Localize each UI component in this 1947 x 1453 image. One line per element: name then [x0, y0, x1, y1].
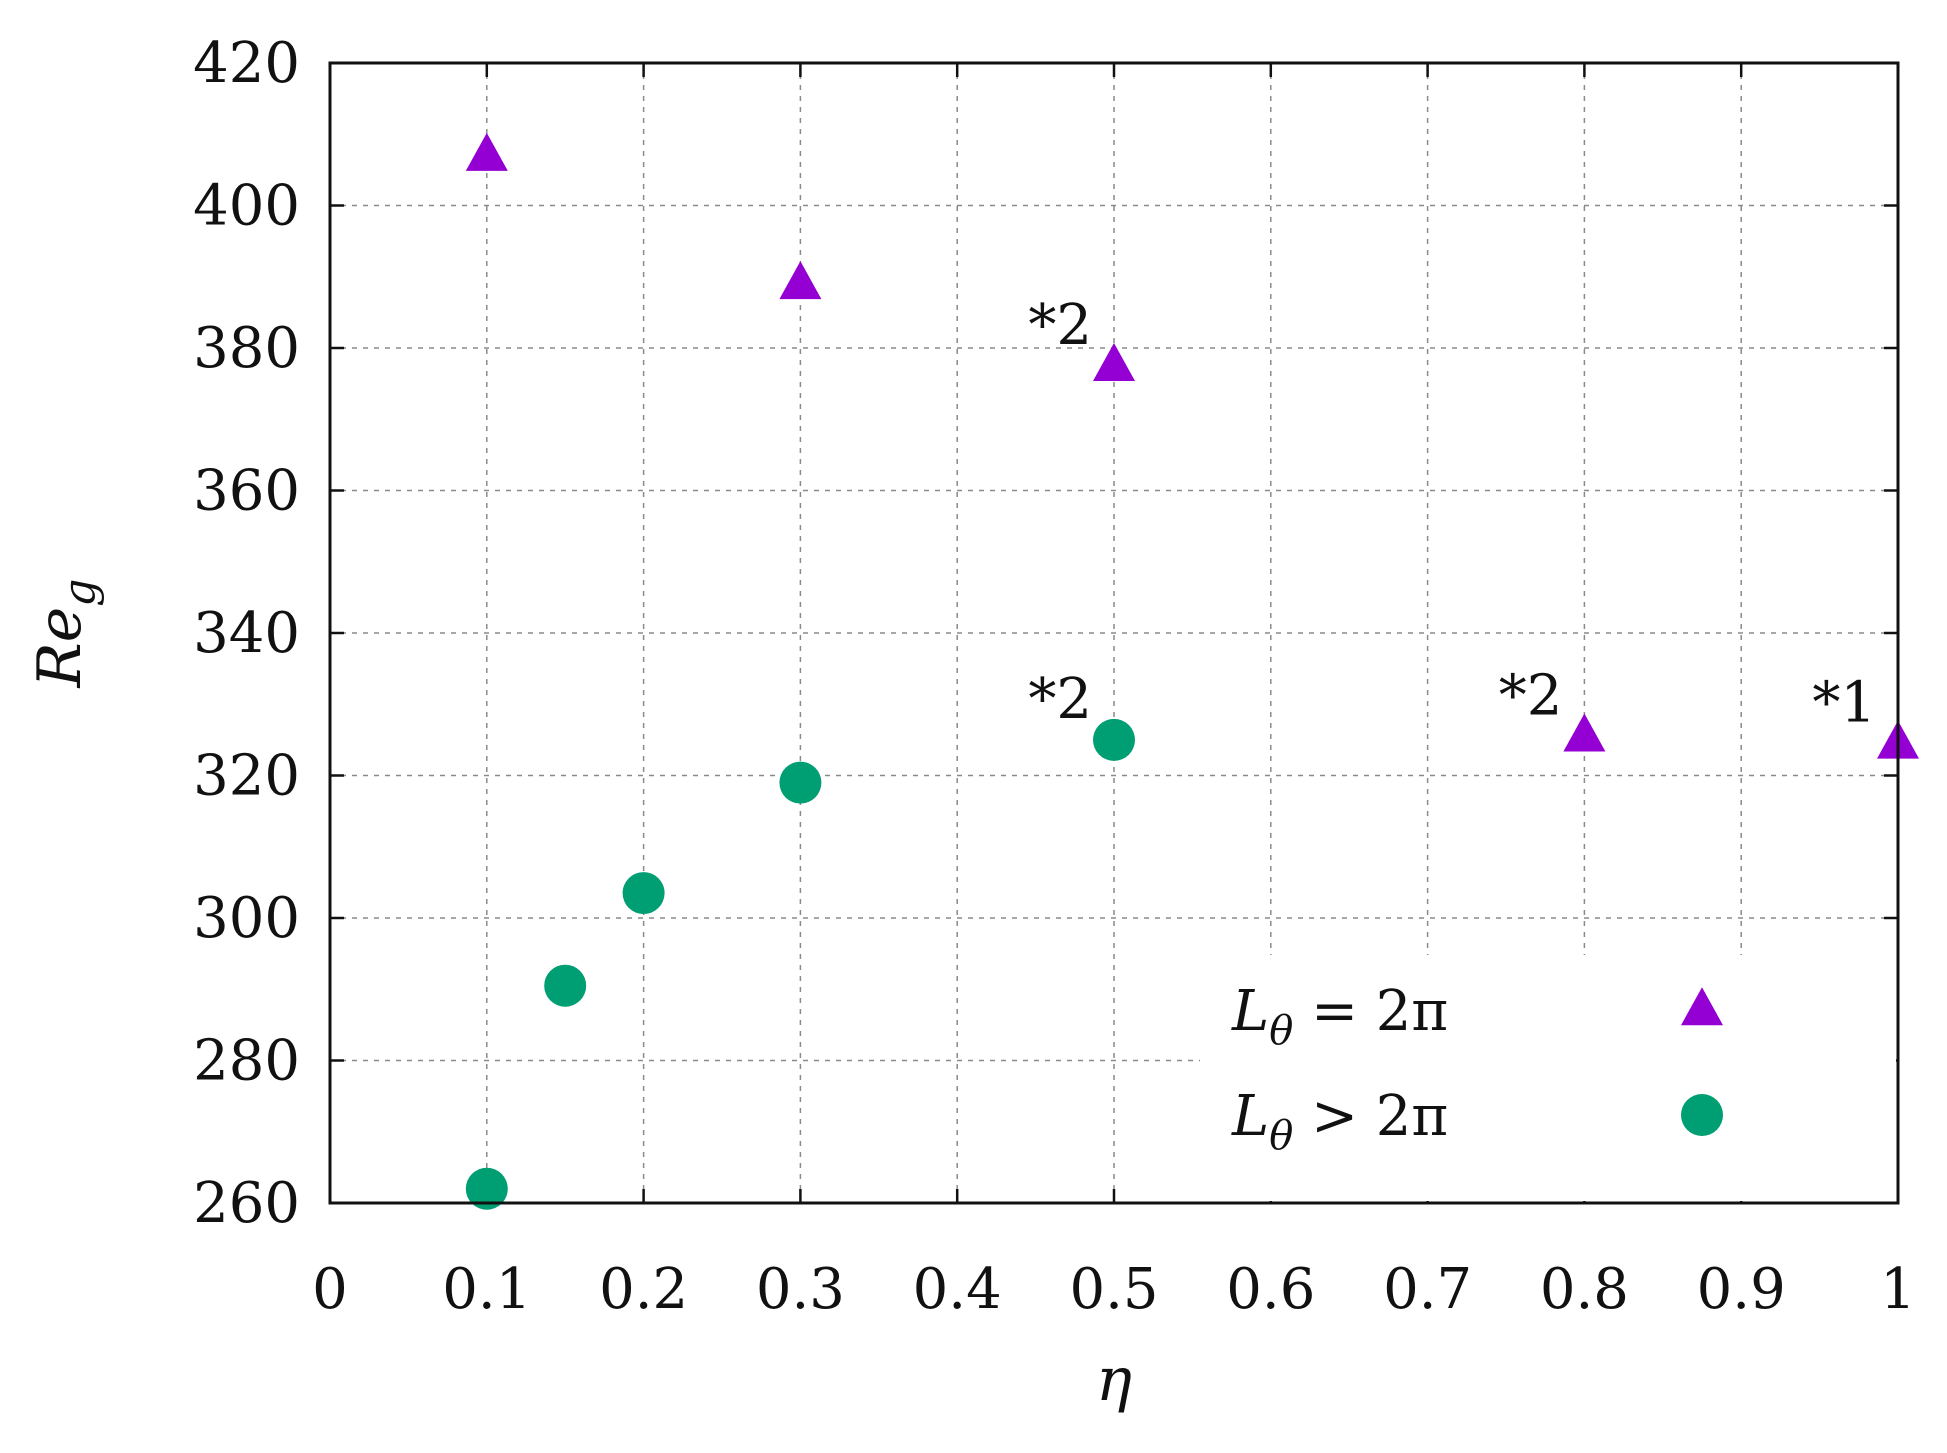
y-tick-label: 260 — [193, 1171, 300, 1236]
y-tick-label: 340 — [193, 601, 300, 666]
x-tick-label: 0.6 — [1226, 1257, 1315, 1322]
legend-label-relation: > 2π — [1293, 1084, 1448, 1149]
legend-label-relation: = 2π — [1293, 979, 1448, 1044]
legend-label-sub: θ — [1269, 1008, 1293, 1054]
x-tick-label: 0.3 — [756, 1257, 845, 1322]
x-tick-label: 0.4 — [913, 1257, 1002, 1322]
circle-point — [779, 761, 822, 804]
legend-marker — [1681, 987, 1723, 1026]
x-tick-label: 0.9 — [1697, 1257, 1786, 1322]
legend-label-main: L — [1231, 979, 1269, 1044]
triangle-point — [465, 132, 508, 171]
y-tick-label: 420 — [193, 31, 300, 96]
annotation-label: *2 — [1028, 667, 1092, 732]
legend-label: Lθ = 2π — [1231, 979, 1448, 1054]
x-tick-label: 0.8 — [1540, 1257, 1629, 1322]
y-axis-ticks: 260 280 300 320 340 360 380 400 420 — [193, 31, 1898, 1236]
annotation-label: *2 — [1499, 663, 1563, 728]
y-tick-label: 400 — [193, 174, 300, 239]
x-axis-ticks: 0 0.1 0.2 0.3 0.4 0.5 0.6 0.7 0.8 0.9 1 — [312, 63, 1916, 1322]
x-axis-title: η — [1096, 1345, 1132, 1415]
annotations: *2 *2 *2 *1 — [1028, 293, 1876, 736]
y-tick-label: 360 — [193, 459, 300, 524]
circle-point — [622, 872, 665, 915]
y-tick-label: 320 — [193, 744, 300, 809]
annotation-label: *2 — [1028, 293, 1092, 358]
x-tick-label: 0.7 — [1383, 1257, 1472, 1322]
y-axis-title-sub: g — [54, 579, 105, 607]
data-points — [465, 132, 1919, 1210]
circle-point — [1093, 718, 1135, 761]
y-tick-label: 280 — [193, 1029, 300, 1094]
y-axis-title: Reg — [25, 579, 105, 689]
triangle-point — [1563, 713, 1606, 752]
legend-label: Lθ > 2π — [1231, 1084, 1448, 1159]
legend-label-sub: θ — [1269, 1113, 1293, 1159]
legend-label-main: L — [1231, 1084, 1269, 1149]
triangle-point — [779, 261, 822, 300]
x-tick-label: 0 — [312, 1257, 348, 1322]
y-tick-label: 380 — [193, 316, 300, 381]
plot-frame — [328, 61, 1900, 1205]
x-tick-label: 0.2 — [599, 1257, 688, 1322]
x-tick-label: 0.5 — [1069, 1257, 1158, 1322]
triangle-point — [1093, 343, 1135, 382]
x-tick-label: 1 — [1880, 1257, 1916, 1322]
annotation-label: *1 — [1812, 670, 1876, 735]
legend-marker — [1681, 1094, 1723, 1136]
y-axis-title-main: Re — [25, 607, 95, 689]
circle-point — [465, 1167, 508, 1210]
x-tick-label: 0.1 — [442, 1257, 531, 1322]
legend-background — [1200, 955, 1896, 1201]
y-tick-label: 300 — [193, 886, 300, 951]
circle-point — [544, 964, 587, 1007]
